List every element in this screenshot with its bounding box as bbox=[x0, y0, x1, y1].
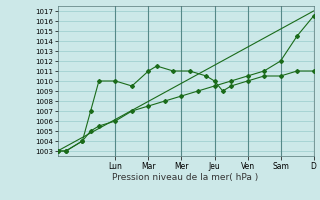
X-axis label: Pression niveau de la mer( hPa ): Pression niveau de la mer( hPa ) bbox=[112, 173, 259, 182]
